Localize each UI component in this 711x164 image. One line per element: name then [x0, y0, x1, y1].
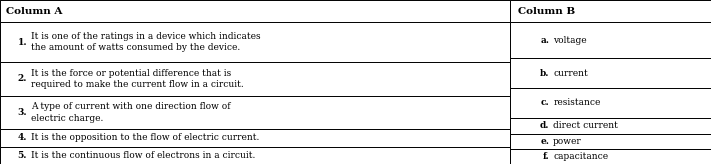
Bar [510, 0, 711, 22]
Text: It is the force or potential difference that is
required to make the current flo: It is the force or potential difference … [31, 69, 243, 89]
Text: 3.: 3. [17, 108, 27, 117]
Text: power: power [553, 137, 582, 146]
Text: It is the opposition to the flow of electric current.: It is the opposition to the flow of elec… [31, 133, 259, 143]
Text: c.: c. [541, 98, 550, 107]
Text: direct current: direct current [553, 121, 618, 130]
Bar [510, 133, 711, 149]
Text: e.: e. [540, 137, 550, 146]
Text: Column A: Column A [6, 7, 62, 16]
Bar [0, 0, 510, 22]
Text: a.: a. [540, 36, 550, 45]
Text: d.: d. [540, 121, 550, 130]
Text: 5.: 5. [18, 151, 27, 160]
Text: capacitance: capacitance [553, 152, 609, 161]
Bar [0, 147, 510, 164]
Bar [0, 129, 510, 147]
Text: f.: f. [543, 152, 550, 161]
Text: current: current [553, 69, 588, 78]
Text: b.: b. [540, 69, 550, 78]
Text: voltage: voltage [553, 36, 587, 45]
Bar [510, 59, 711, 88]
Text: Column B: Column B [518, 7, 575, 16]
Bar [0, 62, 510, 96]
Text: A type of current with one direction flow of
electric charge.: A type of current with one direction flo… [31, 102, 230, 123]
Bar [510, 88, 711, 118]
Text: It is the continuous flow of electrons in a circuit.: It is the continuous flow of electrons i… [31, 151, 255, 160]
Bar [510, 149, 711, 164]
Bar [510, 22, 711, 59]
Text: 1.: 1. [17, 38, 27, 47]
Bar [0, 22, 510, 62]
Text: resistance: resistance [553, 98, 601, 107]
Bar [510, 118, 711, 133]
Bar [0, 96, 510, 129]
Text: 4.: 4. [18, 133, 27, 143]
Text: 2.: 2. [18, 74, 27, 83]
Text: It is one of the ratings in a device which indicates
the amount of watts consume: It is one of the ratings in a device whi… [31, 32, 260, 52]
